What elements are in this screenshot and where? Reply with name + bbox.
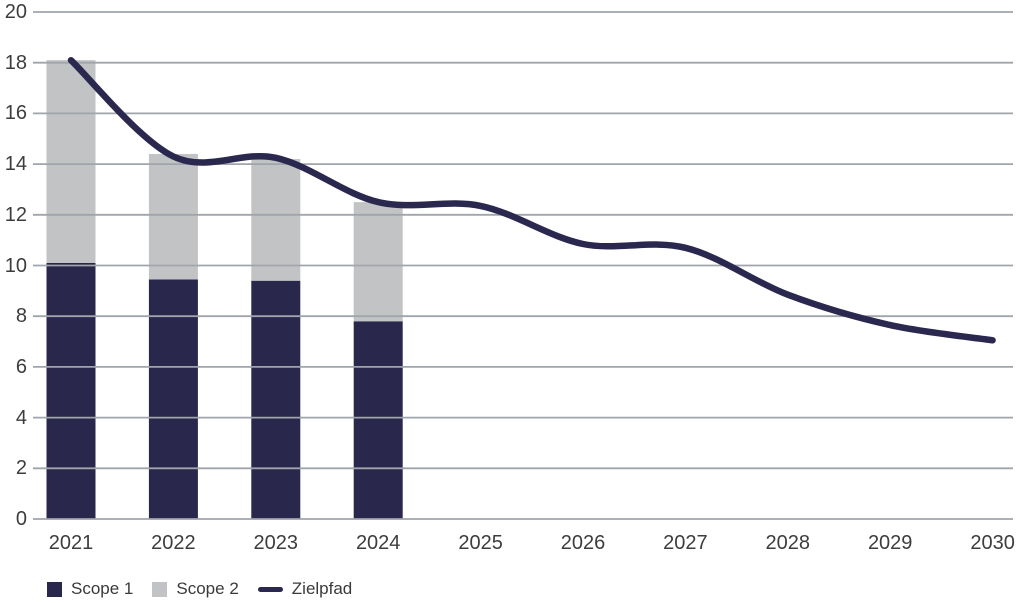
bar-scope2-2022 — [148, 153, 198, 280]
y-tick-label-6: 6 — [15, 355, 27, 378]
bar-scope1-2023 — [251, 280, 301, 519]
x-tick-label-2028: 2028 — [765, 532, 811, 554]
legend-item-scope2: Scope 2 — [152, 579, 239, 599]
y-tick-label-20: 20 — [4, 1, 27, 23]
x-tick-label-2023: 2023 — [253, 532, 299, 554]
y-tick-label-2: 2 — [15, 457, 27, 480]
bar-scope1-2022 — [148, 279, 198, 519]
x-tick-label-2021: 2021 — [48, 532, 94, 554]
bar-scope2-2023 — [251, 159, 301, 281]
y-tick-label-18: 18 — [4, 51, 27, 74]
y-tick-label-8: 8 — [15, 305, 27, 328]
legend: Scope 1 Scope 2 Zielpfad — [47, 579, 352, 599]
scope2-swatch-icon — [152, 581, 168, 597]
bar-scope1-2024 — [353, 321, 403, 519]
y-tick-label-12: 12 — [4, 203, 27, 226]
legend-item-scope1: Scope 1 — [47, 579, 133, 599]
x-tick-label-2030: 2030 — [970, 532, 1015, 554]
x-tick-label-2029: 2029 — [867, 532, 913, 554]
y-tick-label-10: 10 — [4, 254, 27, 277]
legend-label-scope2: Scope 2 — [176, 579, 239, 598]
bar-scope2-2021 — [46, 60, 96, 263]
y-tick-label-16: 16 — [4, 102, 27, 125]
legend-label-scope1: Scope 1 — [71, 579, 134, 598]
x-tick-label-2026: 2026 — [560, 532, 606, 554]
legend-label-zielpfad: Zielpfad — [291, 579, 353, 598]
bar-scope1-2021 — [46, 262, 96, 519]
zielpfad-line-swatch-icon — [257, 586, 283, 592]
y-tick-label-4: 4 — [15, 406, 27, 429]
x-tick-label-2027: 2027 — [663, 532, 708, 554]
y-tick-label-14: 14 — [4, 153, 27, 176]
y-tick-label-0: 0 — [15, 508, 27, 530]
x-tick-label-2022: 2022 — [151, 532, 196, 554]
zielpfad-line — [67, 56, 996, 344]
scope1-swatch-icon — [47, 581, 62, 597]
x-tick-label-2025: 2025 — [458, 532, 503, 554]
x-tick-label-2024: 2024 — [355, 532, 401, 554]
bar-scope2-2024 — [353, 202, 403, 322]
legend-item-zielpfad: Zielpfad — [257, 579, 353, 599]
